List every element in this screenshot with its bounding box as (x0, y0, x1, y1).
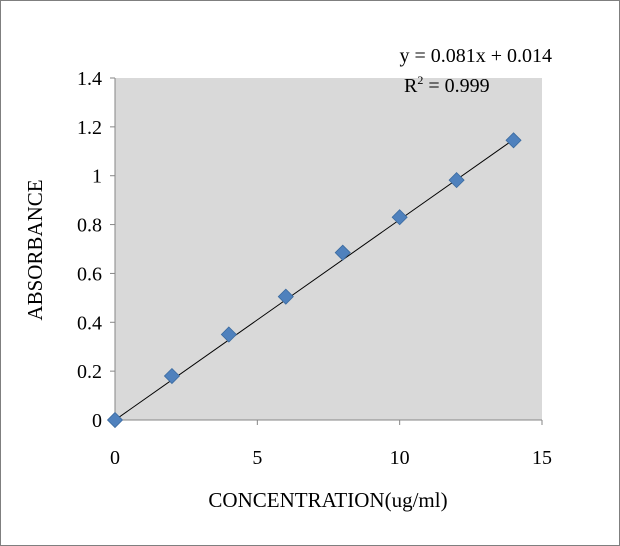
y-tick-label: 1.2 (77, 117, 102, 139)
y-tick-label: 0.6 (77, 263, 102, 285)
y-ticks: 0 0.2 0.4 0.6 0.8 1 1.2 1.4 (77, 68, 115, 432)
x-axis-label: CONCENTRATION(ug/ml) (208, 488, 447, 512)
r-squared-exponent: 2 (417, 73, 423, 87)
points-layer (106, 132, 522, 429)
y-tick-label: 0.8 (77, 215, 102, 237)
x-tick-label: 0 (110, 447, 120, 469)
x-tick-label: 15 (532, 447, 552, 469)
y-tick-label: 1.4 (77, 68, 102, 90)
data-point (106, 411, 124, 429)
data-point (277, 288, 294, 305)
x-tick-label: 5 (252, 447, 262, 469)
data-point (505, 132, 522, 149)
linear-trendline (114, 139, 514, 421)
data-point (448, 172, 465, 189)
y-tick-label: 1 (92, 166, 102, 188)
axes (114, 78, 542, 421)
data-point (391, 209, 408, 226)
data-point (163, 367, 180, 385)
x-ticks: 0 5 10 15 (110, 420, 552, 469)
r-squared-prefix: R (404, 75, 418, 97)
plot-area (115, 78, 542, 420)
r-squared-value: = 0.999 (423, 75, 489, 97)
y-tick-label: 0.4 (77, 312, 102, 334)
y-axis-label: ABSORBANCE (23, 179, 47, 320)
x-tick-label: 10 (390, 447, 410, 469)
y-tick-label: 0.2 (77, 361, 102, 383)
data-point (334, 244, 351, 261)
r-squared-label: R2 = 0.999 (404, 73, 490, 97)
data-point (220, 326, 237, 343)
trendline-layer (114, 139, 514, 421)
trendline-equation: y = 0.081x + 0.014 (399, 45, 552, 67)
y-tick-label: 0 (92, 410, 102, 432)
